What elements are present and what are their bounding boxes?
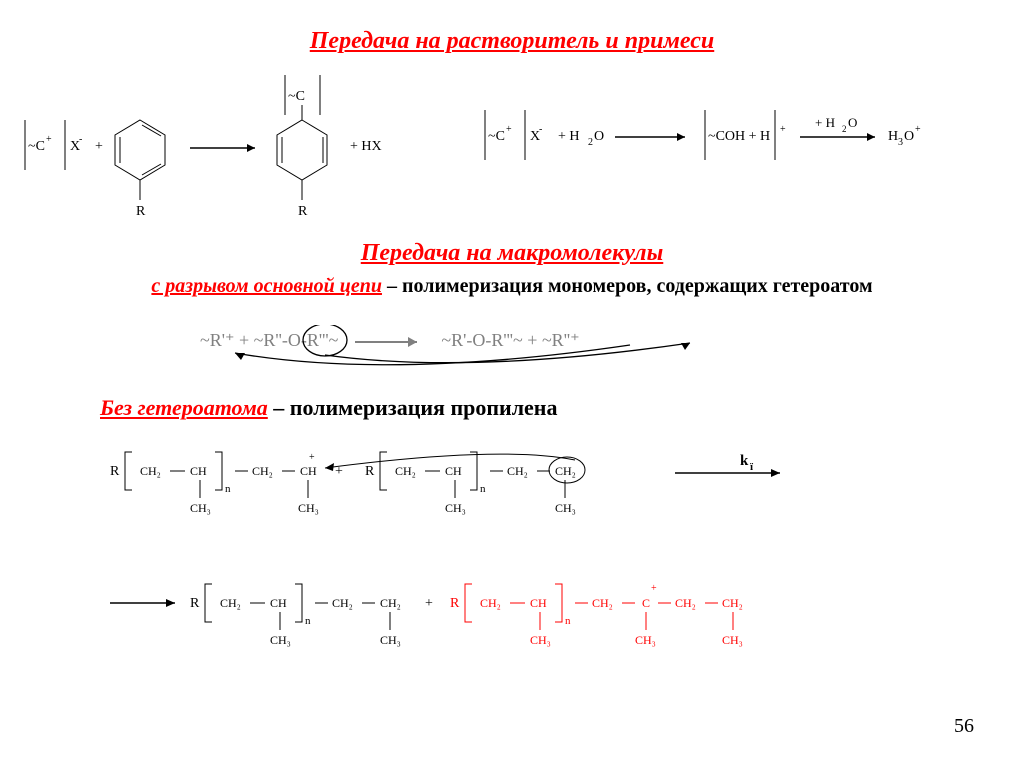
annotation-circle-arrows bbox=[190, 325, 830, 385]
subtitle-chain-break: с разрывом основной цепи – полимеризация… bbox=[0, 275, 1024, 298]
svg-text:CH₃: CH₃ bbox=[635, 633, 656, 647]
svg-text:CH₃: CH₃ bbox=[555, 501, 576, 515]
svg-text:CH₂: CH₂ bbox=[332, 596, 353, 610]
subtitle-propylene: Без гетероатома – полимеризация пропилен… bbox=[100, 395, 558, 421]
svg-text:CH₂: CH₂ bbox=[380, 596, 401, 610]
svg-text:CH₃: CH₃ bbox=[722, 633, 743, 647]
svg-text:~C: ~C bbox=[28, 139, 45, 154]
svg-text:R: R bbox=[298, 204, 308, 219]
svg-text:+: + bbox=[95, 139, 103, 154]
svg-text:n: n bbox=[225, 483, 231, 495]
svg-text:+ HX: + HX bbox=[350, 139, 382, 154]
svg-text:~COH + H: ~COH + H bbox=[708, 129, 770, 144]
reaction-1-left: ~C + X - + R ~C R + HX bbox=[10, 70, 440, 240]
svg-text:C: C bbox=[642, 596, 650, 610]
svg-text:CH₂: CH₂ bbox=[395, 464, 416, 478]
svg-text:n: n bbox=[565, 615, 571, 627]
title-solvent-impurities: Передача на растворитель и примеси bbox=[0, 28, 1024, 55]
svg-text:CH₃: CH₃ bbox=[270, 633, 291, 647]
svg-text:+: + bbox=[46, 134, 52, 145]
svg-text:O: O bbox=[904, 129, 914, 144]
svg-text:CH: CH bbox=[445, 464, 462, 478]
page-number: 56 bbox=[954, 715, 974, 738]
svg-text:CH₃: CH₃ bbox=[530, 633, 551, 647]
reaction-1-right: ~C + X - + H 2 O ~COH + H + + H 2 O H 3 … bbox=[470, 95, 1010, 185]
svg-text:R: R bbox=[110, 464, 120, 479]
svg-text:CH₃: CH₃ bbox=[190, 501, 211, 515]
svg-text:3: 3 bbox=[898, 137, 903, 148]
svg-text:+ H: + H bbox=[558, 129, 580, 144]
subtitle-chain-break-red: с разрывом основной цепи bbox=[151, 275, 382, 297]
svg-text:CH₂: CH₂ bbox=[722, 596, 743, 610]
svg-text:CH₃: CH₃ bbox=[445, 501, 466, 515]
propylene-equation-top: R CH₂ CH CH₃ n CH₂ CH + CH₃ + R CH₂ CH C… bbox=[100, 440, 950, 540]
svg-text:ї: ї bbox=[750, 461, 754, 473]
svg-text:n: n bbox=[480, 483, 486, 495]
subtitle-chain-break-black: – полимеризация мономеров, содержащих ге… bbox=[382, 275, 873, 297]
svg-text:~C: ~C bbox=[488, 129, 505, 144]
svg-text:CH₃: CH₃ bbox=[380, 633, 401, 647]
svg-text:CH₂: CH₂ bbox=[480, 596, 501, 610]
svg-text:R: R bbox=[190, 596, 200, 611]
svg-text:+: + bbox=[780, 124, 786, 135]
svg-text:CH₃: CH₃ bbox=[298, 501, 319, 515]
svg-text:CH₂: CH₂ bbox=[555, 464, 576, 478]
subtitle-propylene-black: – полимеризация пропилена bbox=[268, 395, 558, 420]
svg-text:2: 2 bbox=[588, 137, 593, 148]
svg-text:-: - bbox=[539, 124, 542, 135]
svg-text:CH₂: CH₂ bbox=[675, 596, 696, 610]
svg-text:~C: ~C bbox=[288, 89, 305, 104]
svg-text:+ H: + H bbox=[815, 115, 835, 130]
svg-text:+: + bbox=[915, 124, 921, 135]
svg-text:2: 2 bbox=[842, 124, 847, 134]
svg-text:R: R bbox=[136, 204, 146, 219]
subtitle-propylene-red: Без гетероатома bbox=[100, 395, 268, 420]
svg-text:n: n bbox=[305, 615, 311, 627]
propylene-equation-bottom: R CH₂ CH CH₃ n CH₂ CH₂ CH₃ + R CH₂ CH CH… bbox=[100, 570, 970, 680]
svg-text:CH₂: CH₂ bbox=[252, 464, 273, 478]
svg-text:O: O bbox=[848, 115, 857, 130]
svg-text:CH: CH bbox=[300, 464, 317, 478]
svg-text:R: R bbox=[365, 464, 375, 479]
svg-text:CH₂: CH₂ bbox=[140, 464, 161, 478]
svg-text:CH₂: CH₂ bbox=[592, 596, 613, 610]
svg-text:CH: CH bbox=[270, 596, 287, 610]
svg-text:CH₂: CH₂ bbox=[507, 464, 528, 478]
svg-text:CH: CH bbox=[190, 464, 207, 478]
svg-text:O: O bbox=[594, 129, 604, 144]
svg-text:+: + bbox=[309, 452, 315, 463]
svg-text:k: k bbox=[740, 453, 749, 469]
svg-text:-: - bbox=[79, 134, 82, 145]
svg-text:CH: CH bbox=[530, 596, 547, 610]
svg-text:+: + bbox=[506, 124, 512, 135]
svg-text:+: + bbox=[651, 583, 657, 594]
svg-text:H: H bbox=[888, 129, 898, 144]
svg-text:+: + bbox=[425, 596, 433, 611]
title-macromolecules: Передача на макромолекулы bbox=[0, 240, 1024, 267]
svg-text:R: R bbox=[450, 596, 460, 611]
svg-text:CH₂: CH₂ bbox=[220, 596, 241, 610]
